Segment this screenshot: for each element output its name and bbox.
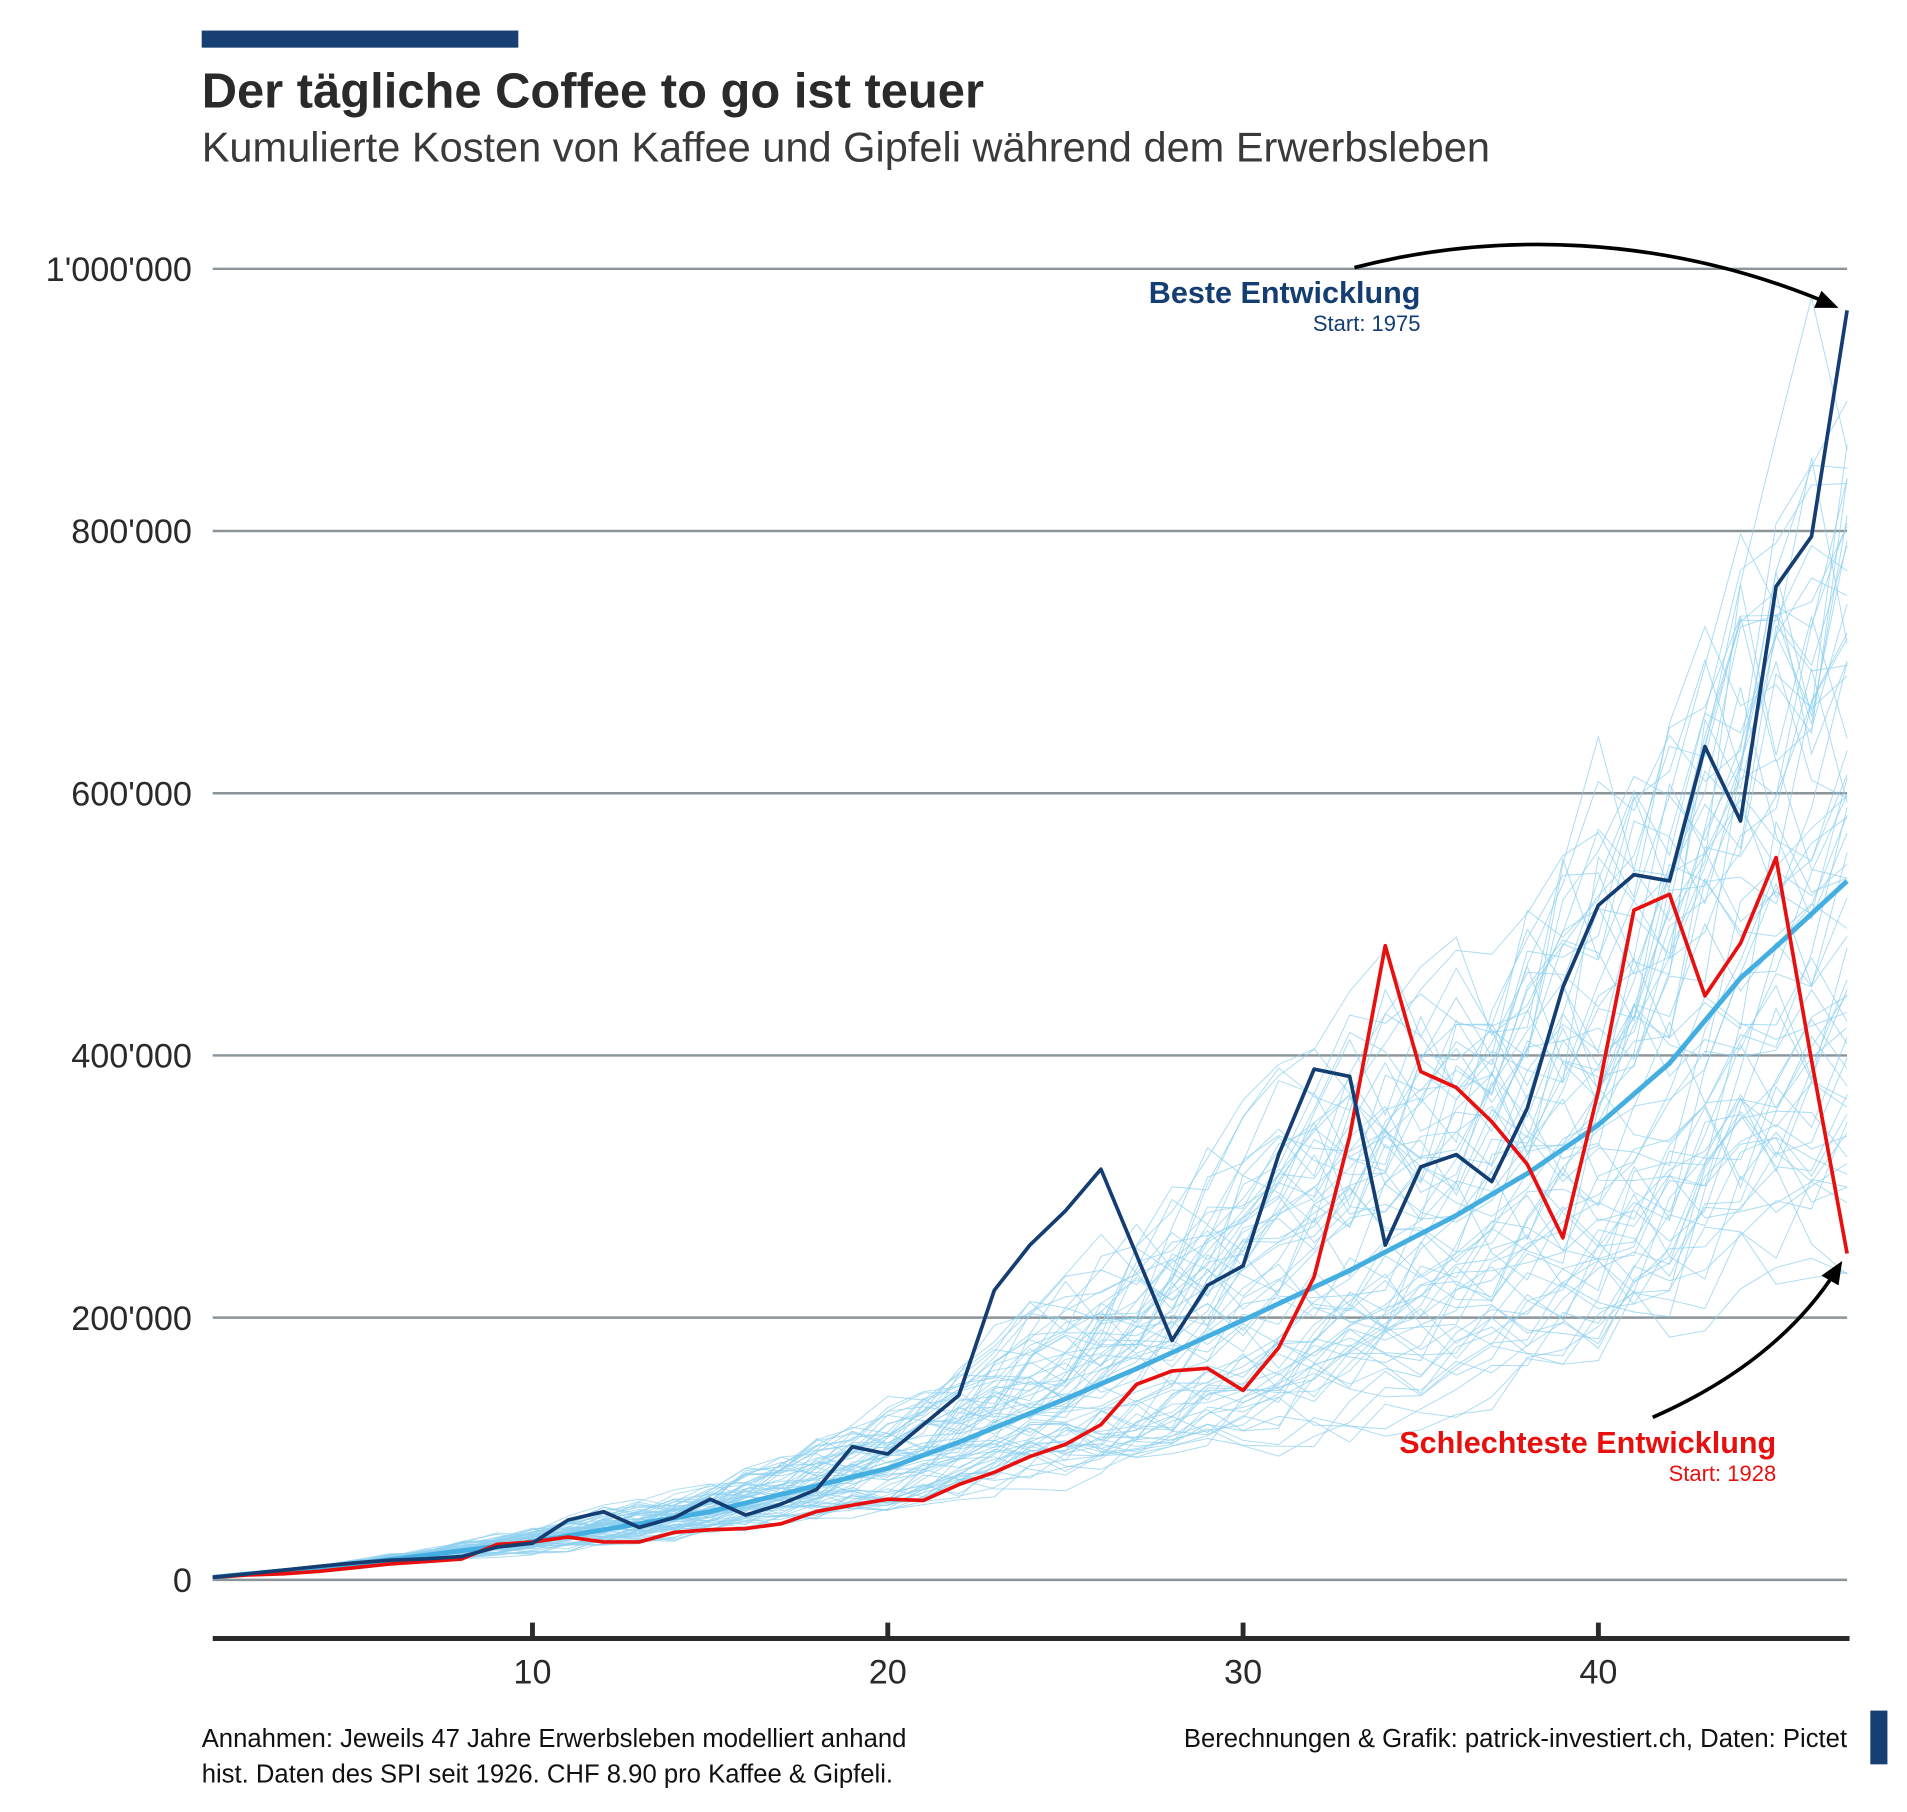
simulation-line xyxy=(212,1021,1848,1578)
x-tick-label: 10 xyxy=(513,1654,551,1692)
chart-subtitle: Kumulierte Kosten von Kaffee und Gipfeli… xyxy=(202,123,1490,170)
simulation-line xyxy=(212,798,1848,1578)
simulation-line xyxy=(212,1137,1848,1578)
best-arrow xyxy=(1353,242,1835,308)
simulation-line xyxy=(212,1124,1848,1578)
brand-bar xyxy=(201,30,519,48)
simulation-line xyxy=(212,540,1848,1578)
simulation-line xyxy=(212,852,1848,1578)
simulation-line xyxy=(212,1035,1848,1578)
simulation-line xyxy=(212,662,1848,1578)
y-tick-label: 200'000 xyxy=(71,1300,192,1338)
y-axis-labels: 0 200'000 400'000 600'000 800'000 1'000'000 xyxy=(46,251,192,1600)
worst-start: Start: 1928 xyxy=(1669,1461,1777,1486)
y-tick-label: 1'000'000 xyxy=(46,251,192,289)
y-tick-label: 0 xyxy=(173,1562,192,1600)
simulation-line xyxy=(212,863,1848,1578)
simulation-line xyxy=(212,794,1848,1578)
footer-source: Berechnungen & Grafik: patrick-investier… xyxy=(1184,1725,1847,1753)
simulation-line xyxy=(212,1167,1848,1578)
simulation-line xyxy=(212,482,1848,1578)
simulation-line xyxy=(212,1151,1848,1578)
simulation-line xyxy=(212,297,1848,1578)
y-tick-label: 800'000 xyxy=(71,513,192,551)
simulation-line xyxy=(212,1110,1848,1578)
simulation-lines xyxy=(212,297,1848,1578)
x-tick-label: 40 xyxy=(1579,1654,1617,1692)
simulation-line xyxy=(212,1082,1848,1578)
gridlines xyxy=(212,267,1848,1582)
simulation-line xyxy=(212,947,1848,1578)
simulation-line xyxy=(212,1121,1848,1578)
worst-arrowhead-icon xyxy=(1821,1260,1843,1286)
footer-assumptions-line2: hist. Daten des SPI seit 1926. CHF 8.90 … xyxy=(202,1761,893,1789)
simulation-line xyxy=(212,1018,1848,1578)
x-axis: 10 20 30 40 xyxy=(212,1622,1850,1692)
simulation-line xyxy=(212,1080,1848,1578)
median-line xyxy=(212,879,1849,1580)
simulation-line xyxy=(212,758,1848,1578)
simulation-line xyxy=(212,1226,1848,1578)
x-tick-label: 30 xyxy=(1224,1654,1262,1692)
best-arrowhead-icon xyxy=(1814,290,1839,308)
simulation-line xyxy=(212,1037,1848,1578)
worst-label: Schlechteste Entwicklung xyxy=(1399,1426,1776,1460)
simulation-line xyxy=(212,863,1848,1578)
best-start: Start: 1975 xyxy=(1313,311,1421,336)
y-tick-label: 400'000 xyxy=(71,1038,192,1076)
simulation-line xyxy=(212,1163,1848,1578)
series-lines xyxy=(212,310,1849,1580)
worst-arrow xyxy=(1651,1269,1838,1420)
best-line xyxy=(212,310,1849,1580)
simulation-line xyxy=(212,815,1848,1578)
footer-assumptions-line1: Annahmen: Jeweils 47 Jahre Erwerbsleben … xyxy=(202,1725,907,1753)
simulation-line xyxy=(212,807,1848,1578)
y-tick-label: 600'000 xyxy=(71,775,192,813)
simulation-line xyxy=(212,979,1848,1578)
best-label: Beste Entwicklung xyxy=(1149,276,1421,310)
simulation-line xyxy=(212,1011,1848,1578)
x-tick-label: 20 xyxy=(869,1654,907,1692)
brand-corner-mark xyxy=(1870,1710,1888,1765)
simulation-line xyxy=(212,464,1848,1578)
simulation-line xyxy=(212,922,1848,1578)
chart-title: Der tägliche Coffee to go ist teuer xyxy=(202,65,984,119)
